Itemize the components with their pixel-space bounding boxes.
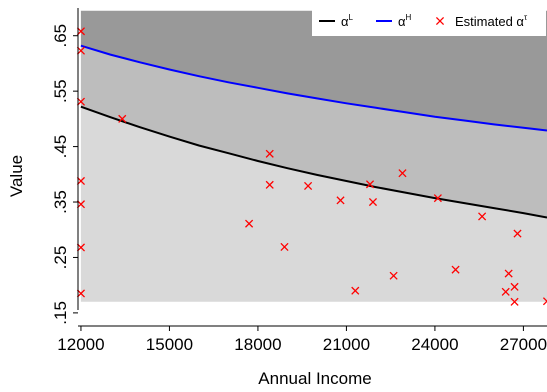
y-tick-label: .15 (51, 301, 70, 325)
point-stroke (510, 297, 519, 306)
estimated-alpha-point (451, 265, 460, 274)
point-stroke (304, 181, 313, 191)
point-stroke (504, 269, 513, 278)
point-stroke (76, 46, 86, 55)
estimated-alpha-point (351, 286, 360, 295)
legend-label-estimated: Estimated ατ (455, 13, 528, 29)
point-stroke (368, 197, 378, 207)
estimated-alpha-point (76, 289, 86, 298)
y-tick-label: .25 (51, 246, 70, 270)
estimated-alpha-point (304, 181, 313, 191)
ticks-group: 12000 15000 18000 21000 24000 27000 .15 .25 .35.… (51, 24, 547, 354)
legend-swatch-stroke (435, 16, 445, 26)
estimated-alpha-point (510, 297, 519, 306)
estimated-alpha-point (76, 176, 86, 186)
y-tick-label: .45 (51, 135, 70, 159)
point-stroke (265, 149, 274, 158)
bands-group (80, 10, 547, 302)
x-tick-label: 18000 (234, 335, 281, 354)
estimated-alpha-point (501, 287, 510, 296)
point-stroke (478, 212, 487, 221)
y-tick-label: .65 (51, 24, 70, 48)
point-stroke (265, 180, 274, 189)
point-stroke (365, 180, 375, 189)
estimated-alpha-point (398, 169, 407, 178)
point-stroke (245, 219, 254, 228)
point-stroke (433, 194, 442, 203)
legend-box (312, 8, 546, 36)
x-tick-label: 24000 (411, 335, 458, 354)
series-alpha-h-line (80, 44, 547, 132)
axes-group (77, 8, 547, 327)
markers-group (76, 27, 547, 306)
point-stroke (118, 114, 127, 123)
x-axis-title: Annual Income (258, 369, 371, 388)
estimated-alpha-point (265, 180, 274, 189)
point-stroke (389, 271, 398, 280)
point-stroke (76, 243, 86, 252)
estimated-alpha-point (118, 114, 127, 123)
point-stroke (542, 300, 547, 306)
point-stroke (501, 287, 510, 296)
estimated-alpha-point (245, 219, 254, 228)
estimated-alpha-point (510, 282, 519, 291)
estimated-alpha-point (265, 149, 274, 158)
point-stroke (336, 196, 345, 205)
point-stroke (398, 169, 407, 178)
lines-group (80, 44, 547, 219)
point-stroke (76, 27, 86, 36)
estimated-alpha-point (76, 200, 86, 209)
y-tick-label: .35 (51, 190, 70, 214)
point-stroke (76, 97, 86, 106)
point-stroke (513, 229, 522, 238)
estimated-alpha-point (504, 269, 513, 278)
point-stroke (510, 282, 519, 291)
x-tick-label: 15000 (146, 335, 193, 354)
legend: αL αH Estimated ατ (312, 8, 546, 36)
estimated-alpha-point (280, 242, 289, 251)
band-bottom (80, 106, 547, 302)
estimated-alpha-point (365, 180, 375, 189)
point-stroke (542, 297, 547, 303)
point-stroke (280, 242, 289, 251)
estimated-alpha-point (542, 297, 547, 306)
estimated-alpha-point (433, 194, 442, 203)
series-alpha-l-line (80, 105, 547, 219)
point-stroke (76, 176, 86, 186)
band-top (80, 10, 547, 131)
estimated-alpha-point (389, 271, 398, 280)
x-tick-label: 21000 (323, 335, 370, 354)
estimated-alpha-point (336, 196, 345, 205)
estimated-alpha-point (513, 229, 522, 238)
estimated-alpha-point (76, 46, 86, 55)
band-middle (80, 45, 547, 218)
x-tick-label: 27000 (500, 335, 547, 354)
estimated-alpha-point (76, 243, 86, 252)
estimated-alpha-point (76, 27, 86, 36)
point-stroke (76, 200, 86, 209)
y-axis-title: Value (7, 155, 26, 197)
estimated-alpha-point (368, 197, 378, 207)
point-stroke (351, 286, 360, 295)
point-stroke (76, 289, 86, 298)
estimated-alpha-point (76, 97, 86, 106)
x-tick-label: 12000 (57, 335, 104, 354)
estimated-alpha-point (478, 212, 487, 221)
y-tick-label: .55 (51, 79, 70, 103)
legend-swatch-estimated (435, 16, 445, 26)
point-stroke (451, 265, 460, 274)
